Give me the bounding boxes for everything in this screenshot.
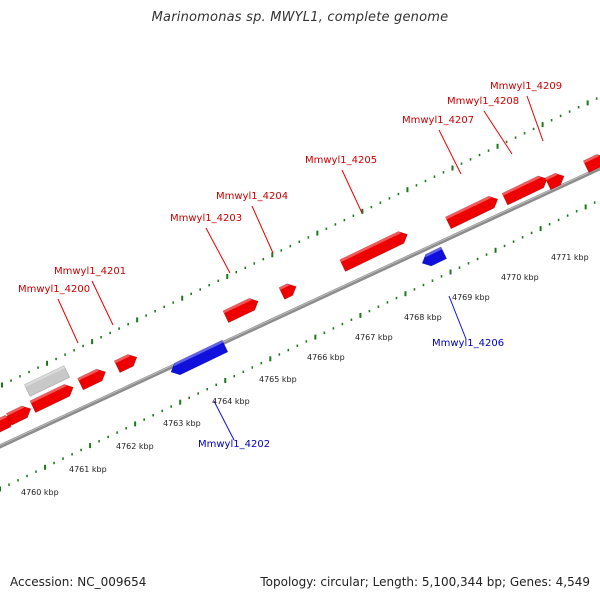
scale-label: 4766 kbp bbox=[307, 353, 345, 362]
reverse-gene-arrow bbox=[170, 339, 229, 376]
scale-label: 4769 kbp bbox=[452, 293, 490, 302]
genome-backbone bbox=[0, 166, 600, 449]
gene-label: Mmwyl1_4208 bbox=[447, 96, 519, 107]
scale-label: 4761 kbp bbox=[69, 465, 107, 474]
pseudo-gene-box bbox=[23, 365, 71, 397]
leader-line bbox=[341, 169, 363, 214]
forward-gene-arrow bbox=[445, 195, 499, 230]
gene-features bbox=[0, 154, 600, 435]
label-leader-lines bbox=[57, 95, 544, 441]
scale-label: 4767 kbp bbox=[355, 333, 393, 342]
scale-label: 4771 kbp bbox=[551, 253, 589, 262]
accession-label: Accession: NC_009654 bbox=[10, 575, 147, 589]
leader-line bbox=[438, 129, 462, 175]
forward-gene-arrow bbox=[113, 354, 138, 374]
gene-label: Mmwyl1_4202 bbox=[198, 439, 270, 450]
scale-label: 4762 kbp bbox=[116, 442, 154, 451]
outer-tick-track bbox=[1, 97, 598, 388]
forward-gene-arrow bbox=[77, 368, 107, 391]
forward-gene-arrow bbox=[5, 405, 32, 426]
gene-label: Mmwyl1_4206 bbox=[432, 338, 504, 349]
leader-line bbox=[205, 227, 231, 274]
inner-tick-track bbox=[0, 201, 596, 492]
forward-gene-arrow bbox=[339, 231, 408, 272]
leader-line bbox=[251, 205, 274, 254]
gene-label: Mmwyl1_4209 bbox=[490, 81, 562, 92]
scale-labels: 4760 kbp 4761 kbp 4762 kbp 4763 kbp 4764 kbp… bbox=[21, 253, 589, 497]
gene-label: Mmwyl1_4200 bbox=[18, 284, 90, 295]
scale-label: 4763 kbp bbox=[163, 419, 201, 428]
leader-line bbox=[57, 298, 79, 344]
forward-gene-arrow bbox=[278, 283, 297, 300]
gene-label: Mmwyl1_4203 bbox=[170, 213, 242, 224]
leader-line bbox=[448, 295, 467, 340]
genome-info-label: Topology: circular; Length: 5,100,344 bp… bbox=[260, 575, 590, 589]
forward-gene-arrow bbox=[544, 172, 565, 191]
gene-label: Mmwyl1_4204 bbox=[216, 191, 288, 202]
scale-label: 4768 kbp bbox=[404, 313, 442, 322]
forward-gene-arrow bbox=[29, 384, 74, 414]
gene-label: Mmwyl1_4201 bbox=[54, 266, 126, 277]
leader-line bbox=[483, 110, 513, 155]
gene-label: Mmwyl1_4205 bbox=[305, 155, 377, 166]
gene-label: Mmwyl1_4207 bbox=[402, 115, 474, 126]
scale-label: 4770 kbp bbox=[501, 273, 539, 282]
backbone-highlight bbox=[0, 166, 600, 446]
leader-line bbox=[91, 280, 114, 326]
forward-gene-arrow bbox=[222, 298, 259, 324]
gene-labels: Mmwyl1_4200 Mmwyl1_4201 Mmwyl1_4202 Mmwyl1_… bbox=[18, 81, 562, 450]
leader-line bbox=[213, 400, 235, 441]
scale-label: 4760 kbp bbox=[21, 488, 59, 497]
backbone-line bbox=[0, 166, 600, 449]
forward-gene-arrow bbox=[582, 154, 600, 174]
leader-line bbox=[526, 95, 544, 142]
map-title: Marinomonas sp. MWYL1, complete genome bbox=[151, 10, 449, 25]
forward-gene-arrow bbox=[501, 175, 548, 206]
reverse-gene-arrow bbox=[421, 246, 448, 267]
scale-label: 4765 kbp bbox=[259, 375, 297, 384]
scale-label: 4764 kbp bbox=[212, 397, 250, 406]
